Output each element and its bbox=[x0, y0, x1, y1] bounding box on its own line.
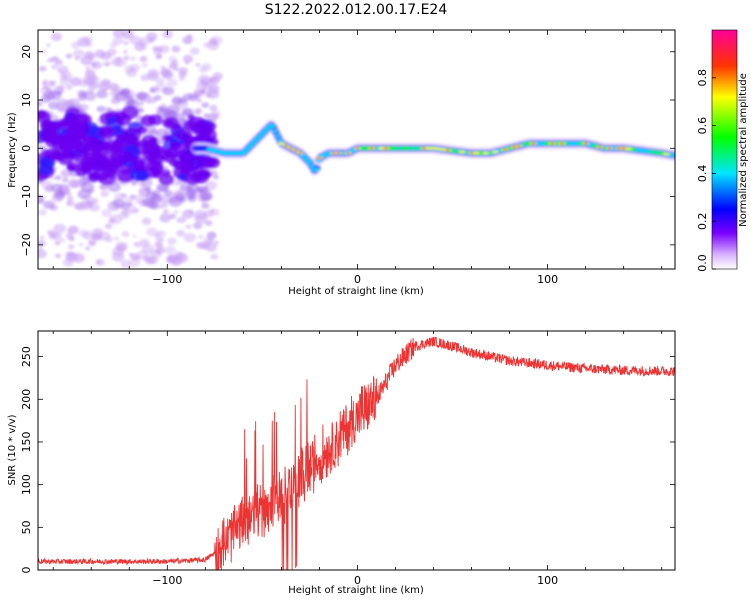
bottom-axis-ticks: −100 0 100 0 50 100 150 200 250 bbox=[20, 331, 675, 587]
bottom-y-tick-label: 150 bbox=[20, 431, 33, 452]
colorbar-tick-label: 0.4 bbox=[696, 165, 709, 183]
bottom-x-tick-label: −100 bbox=[152, 574, 182, 587]
bottom-y-tick-label: 250 bbox=[20, 346, 33, 367]
top-x-axis-label: Height of straight line (km) bbox=[288, 286, 424, 297]
colorbar-gradient bbox=[711, 29, 738, 270]
colorbar-tick-label: 0.0 bbox=[696, 254, 709, 272]
bottom-y-tick-label: 50 bbox=[20, 520, 33, 534]
bottom-y-tick-label: 0 bbox=[20, 567, 33, 574]
colorbar-label: Normalized spectral amplitude bbox=[738, 73, 749, 227]
colorbar-tick-label: 0.2 bbox=[696, 212, 709, 230]
top-y-tick-label: 10 bbox=[20, 93, 33, 107]
top-x-tick-label: 0 bbox=[354, 273, 361, 286]
top-y-tick-label: −10 bbox=[20, 185, 33, 208]
bottom-x-axis-label: Height of straight line (km) bbox=[288, 585, 424, 596]
bottom-x-tick-label: 0 bbox=[354, 574, 361, 587]
bottom-plot-area bbox=[38, 331, 675, 570]
bottom-y-axis-label: SNR (10 * v/v) bbox=[7, 414, 18, 485]
top-y-tick-label: −20 bbox=[20, 233, 33, 256]
chart-title: S122.2022.012.00.17.E24 bbox=[265, 2, 448, 18]
snr-series-line bbox=[38, 336, 675, 570]
top-x-tick-label: −100 bbox=[152, 273, 182, 286]
bottom-y-tick-label: 200 bbox=[20, 389, 33, 410]
top-y-tick-label: 20 bbox=[20, 45, 33, 59]
colorbar-tick-label: 0.6 bbox=[696, 117, 709, 135]
bottom-plot-frame bbox=[37, 330, 676, 571]
top-x-tick-label: 100 bbox=[537, 273, 558, 286]
spectrogram-heatmap bbox=[38, 30, 675, 268]
colorbar: 0.0 0.2 0.4 0.6 0.8 Normalized spectral ampl… bbox=[696, 29, 749, 272]
top-y-tick-label: 0 bbox=[20, 145, 33, 152]
top-y-axis-label: Frequency (Hz) bbox=[7, 112, 18, 188]
snr-panel: −100 0 100 0 50 100 150 200 250 Height of straig… bbox=[7, 330, 676, 596]
top-plot-frame bbox=[37, 29, 676, 270]
colorbar-ticks: 0.0 0.2 0.4 0.6 0.8 bbox=[696, 69, 716, 272]
bottom-y-tick-label: 100 bbox=[20, 474, 33, 495]
colorbar-tick-label: 0.8 bbox=[696, 69, 709, 87]
bottom-x-tick-label: 100 bbox=[537, 574, 558, 587]
